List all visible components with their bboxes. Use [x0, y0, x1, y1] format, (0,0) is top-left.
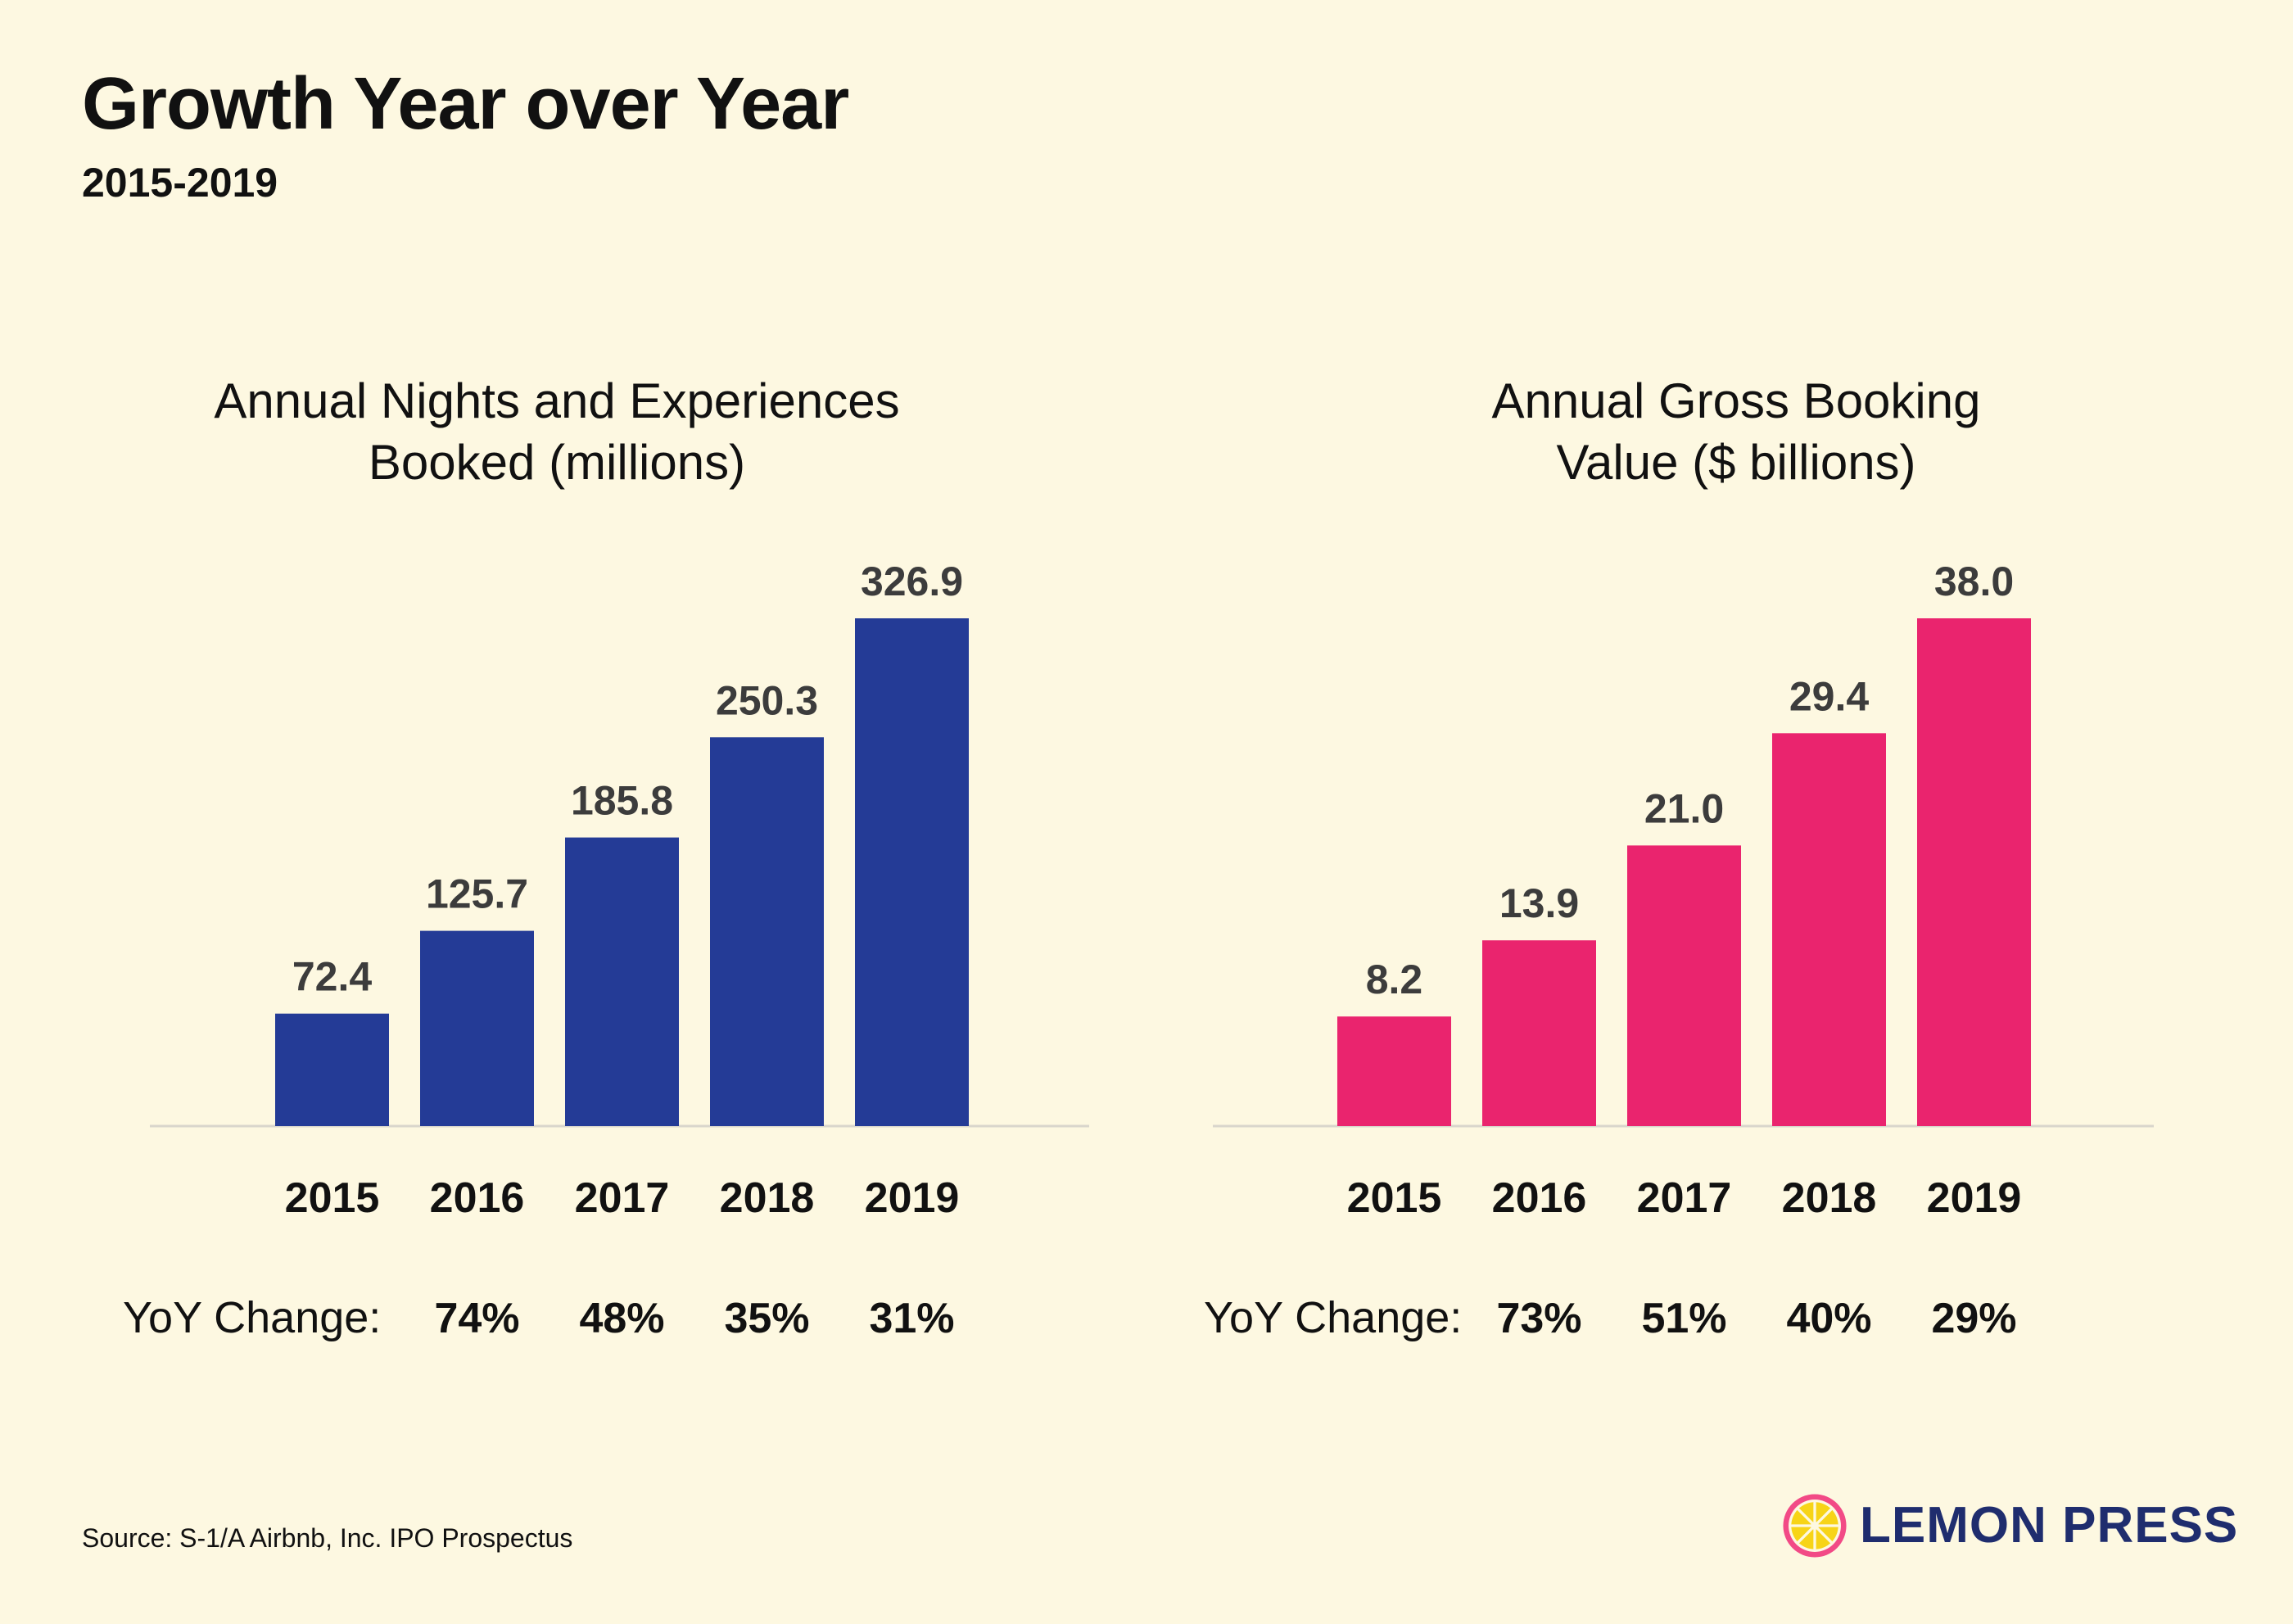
gbv-chart-year-label: 2017 — [1637, 1174, 1732, 1222]
gbv-chart-yoy-value: 51% — [1641, 1295, 1726, 1342]
nights-chart-year-label: 2018 — [720, 1174, 815, 1222]
gbv-chart-bar — [1772, 733, 1886, 1126]
nights-chart-value-label: 72.4 — [292, 954, 373, 1000]
gbv-chart-year-label: 2016 — [1492, 1174, 1587, 1222]
nights-chart-value-label: 250.3 — [716, 677, 818, 723]
nights-chart-bar — [710, 737, 824, 1126]
gbv-chart-bar — [1482, 940, 1596, 1126]
page-subtitle: 2015-2019 — [82, 160, 278, 206]
gbv-chart-yoy-heading: YoY Change: — [1204, 1293, 1462, 1342]
brand-logo[interactable]: LEMON PRESS — [1781, 1492, 2238, 1559]
nights-chart-bar — [565, 837, 679, 1126]
nights-chart-bar — [420, 930, 534, 1126]
nights-chart-yoy-value: 74% — [434, 1295, 519, 1342]
nights-chart-year-label: 2016 — [430, 1174, 525, 1222]
page-title: Growth Year over Year — [82, 63, 849, 145]
nights-chart-value-label: 125.7 — [426, 871, 528, 917]
gbv-chart-bar — [1917, 618, 2031, 1126]
gbv-chart-value-label: 8.2 — [1366, 957, 1423, 1002]
logo-text: LEMON PRESS — [1860, 1497, 2239, 1554]
gbv-chart-yoy-value: 29% — [1931, 1295, 2016, 1342]
nights-chart-yoy-value: 48% — [579, 1295, 664, 1342]
gbv-chart-value-label: 38.0 — [1934, 559, 2014, 604]
gbv-chart-title-line: Annual Gross Booking — [1491, 373, 1980, 428]
nights-chart-bar — [275, 1013, 389, 1126]
nights-chart-yoy-value: 35% — [724, 1295, 809, 1342]
nights-chart-title-line: Booked (millions) — [369, 435, 745, 490]
nights-chart-yoy-value: 31% — [869, 1295, 954, 1342]
gbv-chart-yoy-value: 73% — [1496, 1295, 1581, 1342]
gbv-chart-year-label: 2015 — [1347, 1174, 1442, 1222]
nights-chart-value-label: 185.8 — [571, 778, 673, 824]
gbv-chart-yoy-value: 40% — [1786, 1295, 1871, 1342]
nights-chart-bar — [855, 618, 969, 1126]
nights-chart-year-label: 2015 — [285, 1174, 380, 1222]
gbv-chart-value-label: 29.4 — [1789, 673, 1870, 719]
source-note: Source: S-1/A Airbnb, Inc. IPO Prospectu… — [82, 1523, 573, 1553]
nights-chart-year-label: 2017 — [575, 1174, 670, 1222]
gbv-chart-value-label: 13.9 — [1499, 880, 1579, 926]
gbv-chart-value-label: 21.0 — [1644, 785, 1724, 831]
lemon-slice-icon — [1783, 1494, 1847, 1558]
nights-chart-title-line: Annual Nights and Experiences — [214, 373, 899, 428]
gbv-chart-bar — [1627, 845, 1741, 1126]
nights-chart-value-label: 326.9 — [861, 559, 963, 604]
gbv-chart-title-line: Value ($ billions) — [1556, 435, 1915, 490]
gbv-chart-year-label: 2019 — [1927, 1174, 2022, 1222]
gbv-chart-bar — [1337, 1016, 1451, 1126]
nights-chart-yoy-heading: YoY Change: — [123, 1293, 381, 1342]
gbv-chart-year-label: 2018 — [1782, 1174, 1877, 1222]
nights-chart-year-label: 2019 — [865, 1174, 960, 1222]
